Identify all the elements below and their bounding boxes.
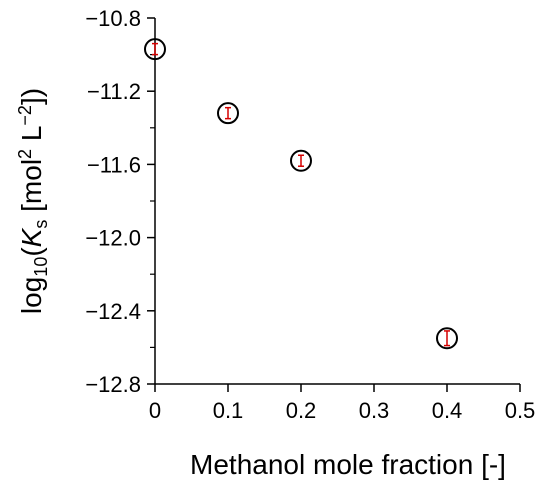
y-tick-label: −11.6 bbox=[87, 152, 141, 177]
y-axis-label-units-mid: L bbox=[16, 126, 47, 149]
data-point bbox=[290, 149, 312, 172]
y-axis-label-symbol-sub: s bbox=[31, 220, 51, 229]
y-axis-label-units-exp2: −2 bbox=[15, 105, 35, 126]
x-tick-label: 0.2 bbox=[286, 398, 317, 423]
y-axis-label-symbol: K bbox=[16, 227, 47, 247]
x-ticks: 0 0.1 0.2 0.3 0.4 0.5 bbox=[149, 384, 535, 423]
x-tick-label: 0.4 bbox=[432, 398, 463, 423]
data-point bbox=[144, 38, 166, 61]
axes bbox=[154, 18, 520, 385]
y-ticks: −10.8 −11.2 −11.6 −12.0 −12.4 −12.8 bbox=[85, 6, 155, 397]
y-tick-label: −10.8 bbox=[85, 6, 141, 31]
y-axis-label: log10(Ks [mol2 L−2]) bbox=[15, 88, 51, 314]
x-tick-label: 0.1 bbox=[213, 398, 244, 423]
y-axis-label-log: log bbox=[16, 277, 47, 314]
x-tick-label: 0.5 bbox=[505, 398, 536, 423]
y-tick-label: −12.0 bbox=[85, 226, 141, 251]
y-axis-label-units-open: [mol bbox=[16, 159, 47, 220]
point-marker bbox=[144, 38, 166, 61]
point-marker bbox=[290, 149, 312, 172]
data-point bbox=[217, 102, 239, 125]
y-axis-label-log-base: 10 bbox=[31, 257, 51, 277]
x-axis-label: Methanol mole fraction [-] bbox=[190, 449, 506, 480]
y-axis-label-units-close: ]) bbox=[16, 88, 47, 105]
data-point bbox=[436, 327, 458, 350]
x-tick-label: 0.3 bbox=[359, 398, 390, 423]
y-axis-label-units-exp1: 2 bbox=[15, 149, 35, 159]
data-points bbox=[144, 38, 458, 350]
y-tick-label: −12.8 bbox=[85, 372, 141, 397]
point-marker bbox=[217, 102, 239, 125]
y-tick-label: −11.2 bbox=[87, 79, 141, 104]
y-axis-label-open-paren: ( bbox=[16, 247, 47, 257]
x-tick-label: 0 bbox=[149, 398, 161, 423]
point-marker bbox=[436, 327, 458, 350]
y-tick-label: −12.4 bbox=[85, 299, 141, 324]
